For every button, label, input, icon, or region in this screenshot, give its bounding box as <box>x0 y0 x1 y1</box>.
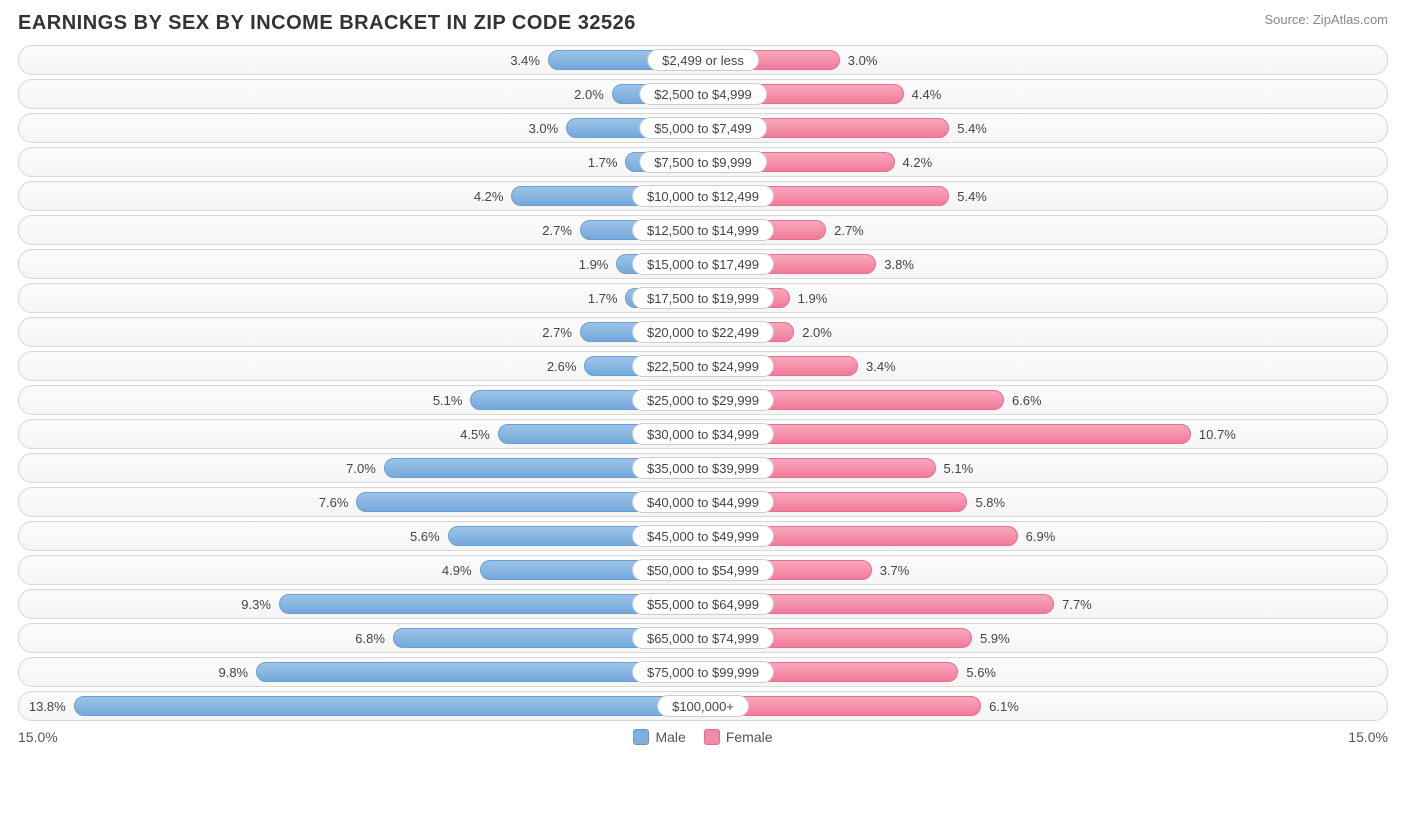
category-label: $40,000 to $44,999 <box>632 491 774 513</box>
category-label: $75,000 to $99,999 <box>632 661 774 683</box>
axis-left-max: 15.0% <box>18 729 58 745</box>
male-bar <box>74 696 703 716</box>
category-label: $45,000 to $49,999 <box>632 525 774 547</box>
chart-row: 1.9% 3.8% $15,000 to $17,499 <box>18 249 1388 279</box>
category-label: $10,000 to $12,499 <box>632 185 774 207</box>
chart-row: 1.7% 4.2% $7,500 to $9,999 <box>18 147 1388 177</box>
chart-row: 9.8% 5.6% $75,000 to $99,999 <box>18 657 1388 687</box>
male-value: 2.7% <box>542 216 580 244</box>
category-label: $17,500 to $19,999 <box>632 287 774 309</box>
female-value: 5.8% <box>967 488 1005 516</box>
category-label: $35,000 to $39,999 <box>632 457 774 479</box>
female-value: 3.4% <box>858 352 896 380</box>
male-value: 6.8% <box>355 624 393 652</box>
chart-row: 5.6% 6.9% $45,000 to $49,999 <box>18 521 1388 551</box>
chart-row: 9.3% 7.7% $55,000 to $64,999 <box>18 589 1388 619</box>
male-value: 7.6% <box>319 488 357 516</box>
male-value: 2.6% <box>547 352 585 380</box>
female-value: 3.8% <box>876 250 914 278</box>
female-value: 5.1% <box>936 454 974 482</box>
male-value: 9.3% <box>241 590 279 618</box>
category-label: $5,000 to $7,499 <box>639 117 767 139</box>
female-value: 3.7% <box>872 556 910 584</box>
axis-right-max: 15.0% <box>1348 729 1388 745</box>
legend-female: Female <box>704 729 773 745</box>
category-label: $50,000 to $54,999 <box>632 559 774 581</box>
male-value: 1.7% <box>588 284 626 312</box>
legend-male: Male <box>633 729 685 745</box>
category-label: $22,500 to $24,999 <box>632 355 774 377</box>
female-value: 7.7% <box>1054 590 1092 618</box>
chart-area: 3.4% 3.0% $2,499 or less 2.0% 4.4% $2,500 to … <box>18 45 1388 721</box>
chart-title: EARNINGS BY SEX BY INCOME BRACKET IN ZIP… <box>18 12 636 35</box>
chart-row: 2.7% 2.0% $20,000 to $22,499 <box>18 317 1388 347</box>
category-label: $55,000 to $64,999 <box>632 593 774 615</box>
chart-row: 4.2% 5.4% $10,000 to $12,499 <box>18 181 1388 211</box>
male-value: 9.8% <box>218 658 256 686</box>
male-value: 2.7% <box>542 318 580 346</box>
category-label: $20,000 to $22,499 <box>632 321 774 343</box>
female-value: 1.9% <box>790 284 828 312</box>
female-bar <box>703 424 1191 444</box>
legend: Male Female <box>633 729 772 745</box>
legend-male-label: Male <box>655 729 685 745</box>
male-value: 2.0% <box>574 80 612 108</box>
male-value: 7.0% <box>346 454 384 482</box>
male-value: 5.6% <box>410 522 448 550</box>
chart-row: 6.8% 5.9% $65,000 to $74,999 <box>18 623 1388 653</box>
female-value: 5.9% <box>972 624 1010 652</box>
male-value: 4.5% <box>460 420 498 448</box>
male-value: 4.2% <box>474 182 512 210</box>
male-value: 13.8% <box>29 692 74 720</box>
male-value: 3.0% <box>529 114 567 142</box>
chart-row: 2.6% 3.4% $22,500 to $24,999 <box>18 351 1388 381</box>
female-value: 3.0% <box>840 46 878 74</box>
male-value: 1.9% <box>579 250 617 278</box>
chart-row: 3.0% 5.4% $5,000 to $7,499 <box>18 113 1388 143</box>
chart-row: 7.0% 5.1% $35,000 to $39,999 <box>18 453 1388 483</box>
chart-row: 4.5% 10.7% $30,000 to $34,999 <box>18 419 1388 449</box>
category-label: $15,000 to $17,499 <box>632 253 774 275</box>
chart-row: 5.1% 6.6% $25,000 to $29,999 <box>18 385 1388 415</box>
female-value: 5.6% <box>958 658 996 686</box>
category-label: $12,500 to $14,999 <box>632 219 774 241</box>
male-value: 4.9% <box>442 556 480 584</box>
chart-row: 2.0% 4.4% $2,500 to $4,999 <box>18 79 1388 109</box>
chart-row: 1.7% 1.9% $17,500 to $19,999 <box>18 283 1388 313</box>
female-value: 5.4% <box>949 182 987 210</box>
category-label: $7,500 to $9,999 <box>639 151 767 173</box>
category-label: $100,000+ <box>657 695 749 717</box>
source-label: Source: ZipAtlas.com <box>1264 12 1388 27</box>
female-value: 2.0% <box>794 318 832 346</box>
female-value: 4.4% <box>904 80 942 108</box>
female-value: 4.2% <box>895 148 933 176</box>
chart-row: 3.4% 3.0% $2,499 or less <box>18 45 1388 75</box>
female-value: 10.7% <box>1191 420 1236 448</box>
chart-row: 13.8% 6.1% $100,000+ <box>18 691 1388 721</box>
category-label: $25,000 to $29,999 <box>632 389 774 411</box>
male-swatch-icon <box>633 729 649 745</box>
category-label: $30,000 to $34,999 <box>632 423 774 445</box>
female-value: 6.9% <box>1018 522 1056 550</box>
chart-row: 2.7% 2.7% $12,500 to $14,999 <box>18 215 1388 245</box>
female-value: 2.7% <box>826 216 864 244</box>
female-swatch-icon <box>704 729 720 745</box>
female-value: 6.6% <box>1004 386 1042 414</box>
male-value: 3.4% <box>510 46 548 74</box>
female-value: 5.4% <box>949 114 987 142</box>
chart-row: 4.9% 3.7% $50,000 to $54,999 <box>18 555 1388 585</box>
male-value: 1.7% <box>588 148 626 176</box>
category-label: $65,000 to $74,999 <box>632 627 774 649</box>
chart-row: 7.6% 5.8% $40,000 to $44,999 <box>18 487 1388 517</box>
female-value: 6.1% <box>981 692 1019 720</box>
male-value: 5.1% <box>433 386 471 414</box>
category-label: $2,500 to $4,999 <box>639 83 767 105</box>
legend-female-label: Female <box>726 729 773 745</box>
category-label: $2,499 or less <box>647 49 759 71</box>
